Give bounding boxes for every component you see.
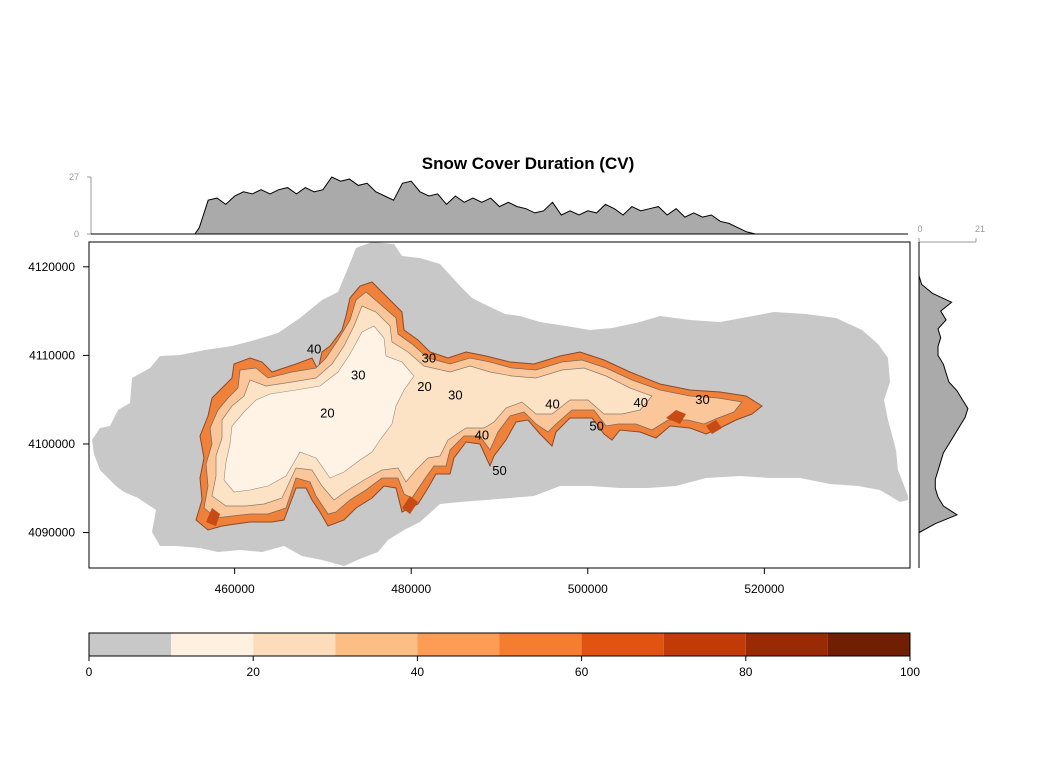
colorbar-swatch	[335, 633, 418, 656]
colorbar: 0 20 40 60 80 100	[86, 632, 920, 679]
colorbar-tick-label: 20	[247, 665, 261, 679]
contour-label: 30	[422, 350, 436, 365]
colorbar-frame	[88, 632, 911, 657]
contour-label: 20	[320, 405, 334, 420]
chart-title: Snow Cover Duration (CV)	[422, 154, 635, 173]
map-region-class-10-20	[223, 325, 415, 493]
map-region-class-60-plus-d	[402, 496, 418, 514]
x-tick-label: 480000	[391, 582, 431, 596]
contour-label: 30	[448, 388, 462, 403]
map-frame	[88, 241, 911, 569]
top-histogram-tick-max-label: 27	[69, 172, 79, 182]
y-axis: 4090000 4100000 4110000 4120000	[28, 260, 89, 540]
colorbar-tick-label: 100	[900, 665, 920, 679]
colorbar-swatch	[499, 633, 582, 656]
right-histogram-tick-max-label: 21	[975, 224, 985, 234]
map-panel: 40 30 20 30 20 30 40 50 40 50 40 30 460000 480000 500…	[28, 241, 911, 596]
contour-label: 40	[307, 342, 321, 357]
x-tick-label: 500000	[568, 582, 608, 596]
contour-label: 40	[475, 428, 489, 443]
right-histogram-tick-min-label: 0	[917, 224, 922, 234]
contour-label: 30	[351, 367, 365, 382]
colorbar-tick-label: 40	[411, 665, 425, 679]
colorbar-swatch	[581, 633, 664, 656]
y-tick-label: 4090000	[28, 526, 75, 540]
top-histogram-area	[146, 176, 756, 235]
map-region-class-60-plus-a	[206, 508, 220, 526]
right-histogram-area	[918, 275, 969, 534]
y-tick-label: 4110000	[29, 348, 75, 362]
colorbar-swatch	[253, 633, 336, 656]
colorbar-swatch	[89, 633, 172, 656]
colorbar-swatch	[827, 633, 910, 656]
right-histogram: 0 21	[917, 224, 985, 568]
colorbar-swatch	[745, 633, 828, 656]
top-histogram-tick-min-label: 0	[74, 229, 79, 239]
colorbar-swatch	[663, 633, 746, 656]
contour-labels: 40 30 20 30 20 30 40 50 40 50 40 30	[307, 342, 710, 478]
contour-label: 40	[634, 395, 648, 410]
colorbar-swatch	[417, 633, 500, 656]
map-region-class-60-plus-c	[706, 420, 722, 434]
contour-label: 50	[589, 419, 603, 434]
contour-label: 50	[492, 463, 506, 478]
colorbar-tick-label: 0	[86, 665, 93, 679]
x-axis: 460000 480000 500000 520000	[215, 568, 785, 596]
y-tick-label: 4120000	[28, 260, 75, 274]
map-region-class-60-plus-b	[666, 410, 686, 424]
contour-label: 30	[695, 392, 709, 407]
colorbar-tick-label: 80	[739, 665, 753, 679]
contour-label: 20	[417, 379, 431, 394]
top-histogram: 27 0	[69, 172, 908, 239]
contour-label: 40	[545, 397, 559, 412]
y-tick-label: 4100000	[28, 437, 75, 451]
x-tick-label: 520000	[744, 582, 784, 596]
x-tick-label: 460000	[215, 582, 255, 596]
colorbar-tick-label: 60	[575, 665, 589, 679]
colorbar-swatch	[171, 633, 254, 656]
